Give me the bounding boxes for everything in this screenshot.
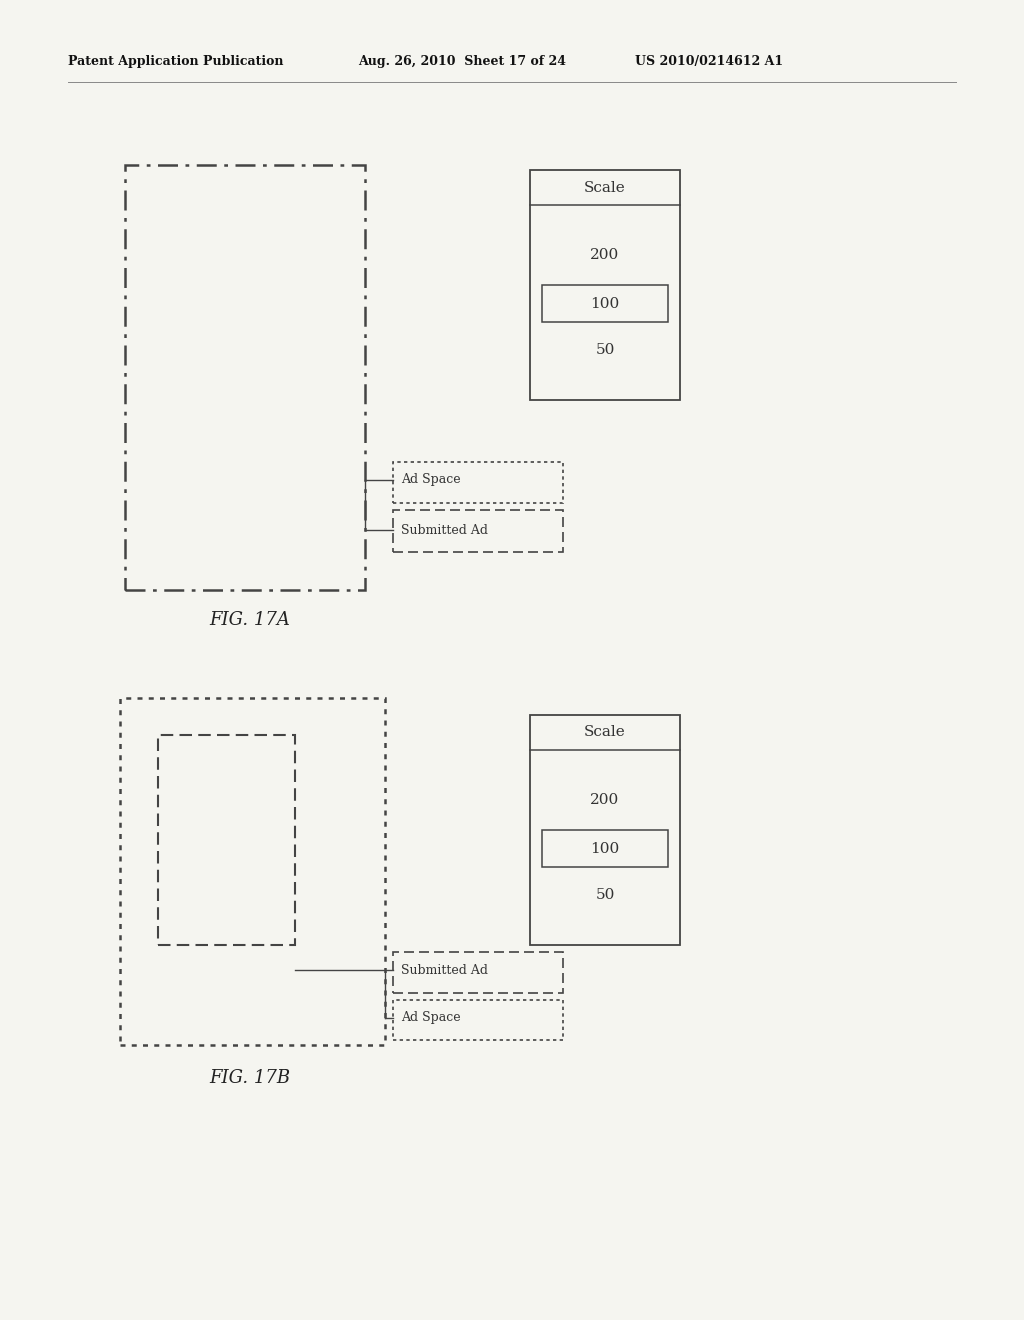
Bar bbox=[393, 462, 563, 503]
Bar bbox=[530, 715, 680, 945]
Text: Scale: Scale bbox=[584, 726, 626, 739]
Bar bbox=[530, 170, 680, 400]
Bar bbox=[542, 830, 668, 867]
Bar bbox=[393, 510, 563, 552]
Text: 100: 100 bbox=[591, 297, 620, 312]
Text: Submitted Ad: Submitted Ad bbox=[401, 964, 488, 977]
Bar bbox=[120, 698, 385, 1045]
Text: Patent Application Publication: Patent Application Publication bbox=[68, 55, 284, 69]
Text: 50: 50 bbox=[595, 888, 614, 902]
Text: 50: 50 bbox=[595, 343, 614, 356]
Text: Aug. 26, 2010  Sheet 17 of 24: Aug. 26, 2010 Sheet 17 of 24 bbox=[358, 55, 566, 69]
Text: Ad Space: Ad Space bbox=[401, 474, 461, 487]
Bar bbox=[125, 165, 365, 590]
Text: Ad Space: Ad Space bbox=[401, 1011, 461, 1024]
Bar bbox=[542, 285, 668, 322]
Text: FIG. 17A: FIG. 17A bbox=[210, 611, 291, 630]
Text: FIG. 17B: FIG. 17B bbox=[210, 1069, 291, 1086]
Bar bbox=[393, 952, 563, 993]
Text: Scale: Scale bbox=[584, 181, 626, 194]
Bar bbox=[393, 1001, 563, 1040]
Text: 100: 100 bbox=[591, 842, 620, 855]
Bar bbox=[158, 735, 295, 945]
Text: US 2010/0214612 A1: US 2010/0214612 A1 bbox=[635, 55, 783, 69]
Text: 200: 200 bbox=[591, 793, 620, 807]
Text: Submitted Ad: Submitted Ad bbox=[401, 524, 488, 536]
Text: 200: 200 bbox=[591, 248, 620, 261]
